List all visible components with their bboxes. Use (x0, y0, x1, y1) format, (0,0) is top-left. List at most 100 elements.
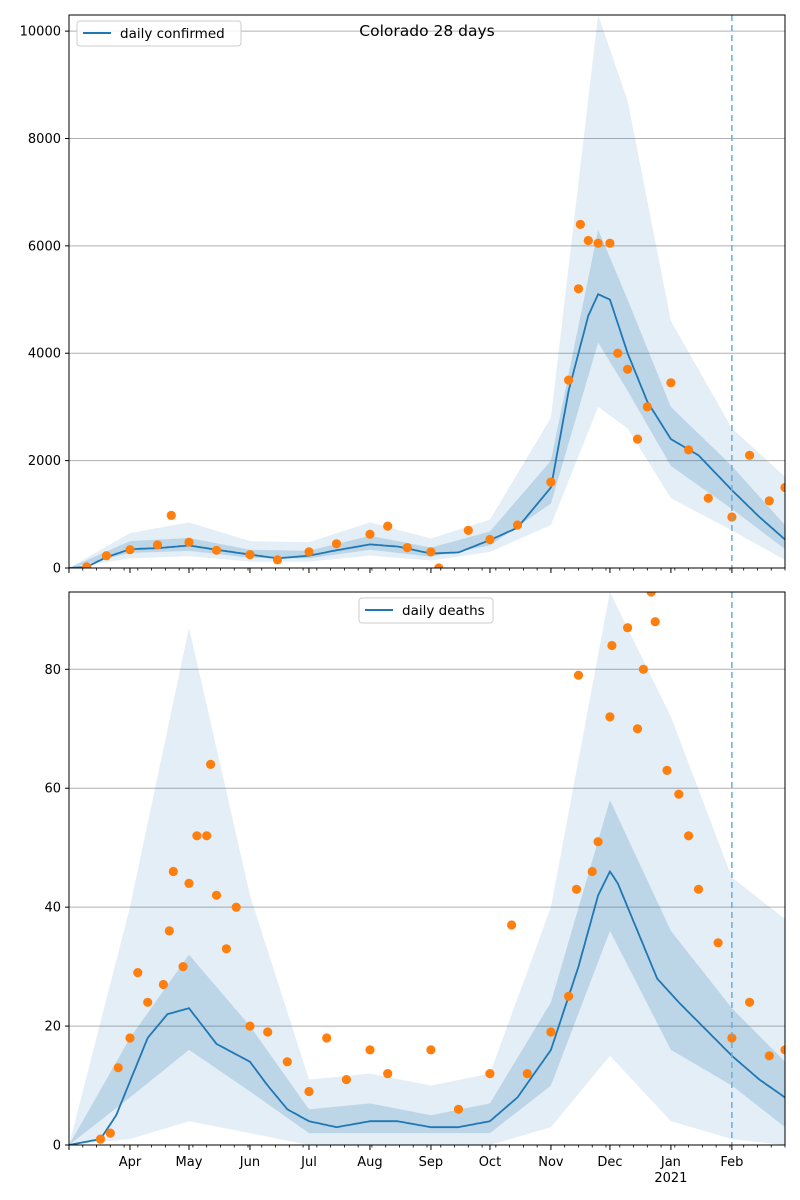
observed-point (192, 831, 202, 841)
observed-point (304, 1086, 314, 1097)
observed-point (607, 640, 617, 651)
median-line (69, 869, 785, 1145)
observed-point (650, 617, 660, 627)
y-tick-label: 40 (44, 901, 61, 916)
observed-point (713, 938, 723, 948)
observed-point (780, 482, 785, 493)
x-tick-label: May (176, 1155, 203, 1170)
x-tick-label: Sep (419, 1155, 444, 1170)
observed-point (703, 493, 713, 503)
observed-point (575, 219, 586, 229)
observed-point (231, 902, 241, 912)
observed-point (583, 235, 593, 246)
uncertainty-band-outer (69, 15, 785, 568)
observed-point (95, 1134, 106, 1144)
observed-point (245, 1021, 255, 1031)
observed-point (745, 997, 755, 1007)
observed-point (764, 1051, 774, 1061)
observed-point (623, 364, 633, 374)
legend-box (358, 597, 494, 624)
chart-title: Colorado 28 days (359, 22, 494, 40)
uncertainty-band-inner (69, 800, 785, 1145)
observed-point (184, 537, 194, 547)
observed-point (693, 884, 704, 894)
observed-point (383, 1069, 393, 1079)
observed-point (158, 979, 168, 990)
plot-area (69, 592, 785, 1145)
observed-point (82, 562, 92, 568)
observed-point (684, 831, 694, 841)
observed-point (463, 525, 473, 536)
y-tick-label: 20 (44, 1020, 61, 1035)
observed-point (642, 402, 652, 412)
uncertainty-band-inner (69, 229, 785, 568)
observed-point (780, 1045, 785, 1055)
observed-point (101, 551, 111, 561)
legend-label: daily confirmed (120, 26, 225, 42)
observed-point (272, 555, 283, 565)
observed-point (331, 539, 342, 549)
observed-point (546, 1027, 556, 1037)
observed-point (613, 348, 623, 358)
observed-point (674, 789, 684, 799)
observed-point (522, 1069, 532, 1079)
observed-point (507, 920, 517, 930)
legend-label: daily deaths (402, 603, 485, 619)
observed-point (245, 550, 255, 560)
observed-point (605, 712, 615, 722)
x-tick-year-label: 2021 (654, 1171, 687, 1186)
observed-point (434, 563, 444, 568)
observed-point (564, 375, 574, 385)
observed-point (605, 238, 615, 248)
observed-point (573, 284, 584, 294)
observed-point (184, 878, 194, 889)
x-tick-label: Aug (357, 1155, 382, 1170)
observed-point (211, 890, 222, 900)
observed-point (202, 831, 212, 841)
observed-point (571, 884, 582, 894)
x-tick-label: Apr (119, 1155, 142, 1170)
observed-point (764, 496, 774, 506)
observed-point (646, 592, 656, 597)
legend-box (76, 20, 242, 47)
observed-point (402, 543, 412, 553)
plot-area (69, 15, 785, 568)
observed-point (211, 545, 222, 555)
observed-point (638, 664, 649, 674)
confirmed-panel: 0 2000 4000 6000 8000 10000 Colorado 28 days da… (20, 14, 786, 577)
observed-point (587, 866, 597, 877)
observed-point (426, 547, 436, 557)
y-tick-label: 10000 (20, 25, 61, 40)
legend: daily deaths (358, 597, 494, 624)
observed-point (573, 670, 584, 680)
observed-point (745, 450, 755, 460)
y-tick-label: 0 (53, 1139, 61, 1154)
deaths-panel: 0 20 40 60 80 Apr May Jun Jul Aug Sep Oct Nov Dec Jan F… (44, 591, 786, 1186)
observed-point (263, 1027, 273, 1037)
observed-point (206, 759, 216, 770)
observed-point (304, 547, 314, 557)
observed-point (164, 926, 174, 936)
y-tick-label: 2000 (28, 454, 61, 469)
y-tick-label: 4000 (28, 347, 61, 362)
observed-point (623, 623, 633, 633)
observed-point (168, 866, 178, 877)
x-tick-label: Feb (720, 1155, 743, 1170)
observed-point (125, 1033, 135, 1043)
y-tick-label: 8000 (28, 132, 61, 147)
observed-point (365, 529, 375, 539)
y-tick-label: 6000 (28, 239, 61, 254)
observed-point (383, 521, 393, 531)
x-tick-label: Jan (660, 1155, 681, 1170)
observed-point (632, 434, 643, 444)
observed-point (143, 997, 153, 1007)
observed-point (133, 968, 143, 978)
observed-point (365, 1045, 375, 1055)
observed-point (485, 534, 495, 545)
uncertainty-band-outer (69, 592, 785, 1145)
observed-point (152, 540, 163, 550)
observed-point (662, 765, 672, 776)
observed-point (512, 520, 523, 530)
x-tick-label: Dec (597, 1155, 622, 1170)
